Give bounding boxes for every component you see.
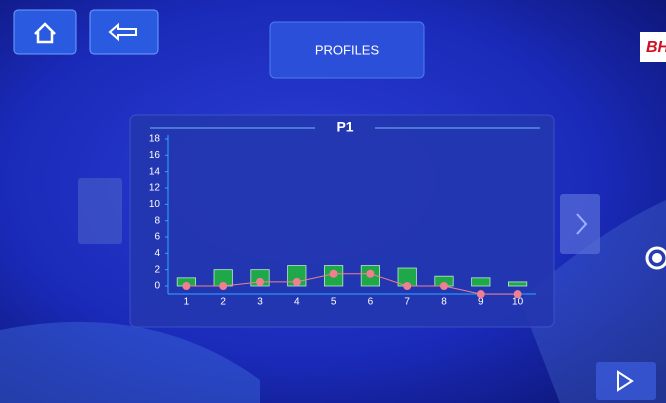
x-tick-label: 5 [331, 297, 337, 308]
chart-title: P1 [336, 119, 353, 135]
y-tick-label: 14 [149, 166, 161, 177]
profile-point [514, 290, 522, 298]
home-button[interactable] [14, 10, 76, 54]
profile-point [477, 290, 485, 298]
y-tick-label: 2 [154, 264, 160, 275]
page: PROFILES BH P1 0246810121416181234567891… [0, 0, 666, 403]
chart-panel [130, 115, 554, 327]
x-tick-label: 2 [220, 297, 226, 308]
x-tick-label: 6 [368, 297, 374, 308]
bar [472, 278, 490, 286]
y-tick-label: 4 [154, 248, 160, 259]
y-tick-label: 6 [154, 232, 160, 243]
screen: PROFILES BH P1 0246810121416181234567891… [0, 0, 666, 403]
x-tick-label: 9 [478, 297, 484, 308]
next-button[interactable] [560, 194, 600, 254]
x-tick-label: 10 [512, 297, 524, 308]
profile-point [182, 282, 190, 290]
profile-point [330, 270, 338, 278]
bar [508, 282, 526, 286]
profile-point [256, 278, 264, 286]
back-button[interactable] [90, 10, 158, 54]
play-button[interactable] [596, 362, 656, 400]
x-tick-label: 4 [294, 297, 300, 308]
profiles-label: PROFILES [315, 42, 380, 57]
logo-text: BH [646, 39, 666, 56]
profile-point [403, 282, 411, 290]
x-tick-label: 7 [404, 297, 410, 308]
logo: BH [640, 32, 666, 62]
prev-panel[interactable] [78, 178, 122, 244]
y-tick-label: 0 [154, 281, 160, 292]
x-tick-label: 1 [184, 297, 190, 308]
profiles-button[interactable]: PROFILES [270, 22, 424, 78]
y-tick-label: 12 [149, 183, 161, 194]
profile-point [366, 270, 374, 278]
y-tick-label: 8 [154, 215, 160, 226]
y-tick-label: 16 [149, 150, 161, 161]
x-tick-label: 3 [257, 297, 263, 308]
y-tick-label: 10 [149, 199, 161, 210]
profile-point [219, 282, 227, 290]
profile-point [440, 282, 448, 290]
profile-point [293, 278, 301, 286]
y-tick-label: 18 [149, 134, 161, 145]
x-tick-label: 8 [441, 297, 447, 308]
